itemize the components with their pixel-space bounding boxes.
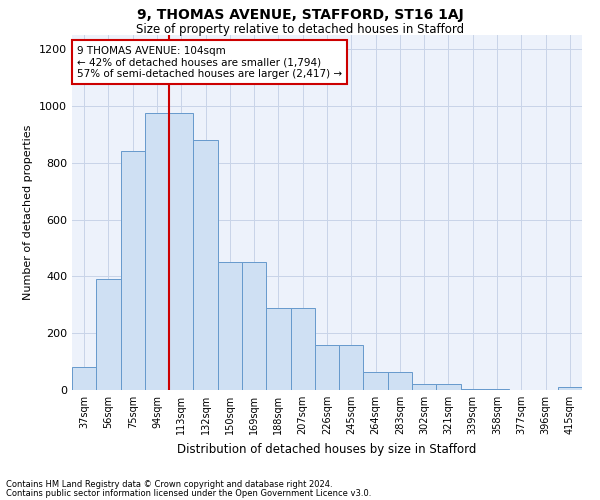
Bar bbox=[558, 387, 582, 390]
Text: 9 THOMAS AVENUE: 104sqm
← 42% of detached houses are smaller (1,794)
57% of semi: 9 THOMAS AVENUE: 104sqm ← 42% of detache… bbox=[77, 46, 342, 79]
Bar bbox=[193, 140, 218, 390]
Bar bbox=[290, 308, 315, 390]
Text: Contains public sector information licensed under the Open Government Licence v3: Contains public sector information licen… bbox=[6, 488, 371, 498]
Text: Contains HM Land Registry data © Crown copyright and database right 2024.: Contains HM Land Registry data © Crown c… bbox=[6, 480, 332, 489]
Bar bbox=[364, 372, 388, 390]
Bar bbox=[169, 113, 193, 390]
Bar bbox=[412, 384, 436, 390]
Bar bbox=[218, 262, 242, 390]
Bar bbox=[96, 279, 121, 390]
Text: 9, THOMAS AVENUE, STAFFORD, ST16 1AJ: 9, THOMAS AVENUE, STAFFORD, ST16 1AJ bbox=[137, 8, 463, 22]
Bar bbox=[388, 372, 412, 390]
Bar bbox=[121, 152, 145, 390]
Bar bbox=[266, 308, 290, 390]
Bar bbox=[485, 388, 509, 390]
Text: Size of property relative to detached houses in Stafford: Size of property relative to detached ho… bbox=[136, 22, 464, 36]
Bar bbox=[461, 388, 485, 390]
Bar bbox=[315, 344, 339, 390]
Bar bbox=[145, 113, 169, 390]
Y-axis label: Number of detached properties: Number of detached properties bbox=[23, 125, 34, 300]
Bar bbox=[436, 384, 461, 390]
Bar bbox=[242, 262, 266, 390]
X-axis label: Distribution of detached houses by size in Stafford: Distribution of detached houses by size … bbox=[178, 442, 476, 456]
Bar bbox=[339, 344, 364, 390]
Bar bbox=[72, 368, 96, 390]
